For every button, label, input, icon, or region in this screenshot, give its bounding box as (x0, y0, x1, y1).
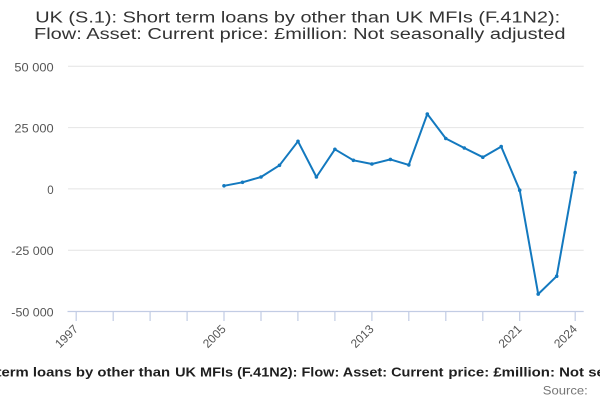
svg-text:price: £million: Not seasonall: price: £million: Not seasonally adjusted (448, 364, 600, 379)
svg-text:2021: 2021 (496, 322, 525, 351)
svg-text:Flow: Asset: Current price: £m: Flow: Asset: Current price: £million: No… (34, 26, 566, 43)
svg-text:Source:: Source: (543, 384, 588, 398)
svg-text:0: 0 (47, 185, 53, 197)
svg-text:50 000: 50 000 (14, 62, 53, 74)
svg-text:2005: 2005 (200, 322, 229, 351)
svg-text:2024: 2024 (551, 322, 580, 351)
svg-text:-50 000: -50 000 (11, 308, 53, 320)
svg-text:UK (S.1): Short term loans by: UK (S.1): Short term loans by other than… (35, 10, 560, 27)
svg-text:25 000: 25 000 (14, 124, 53, 136)
svg-text:-25 000: -25 000 (11, 246, 53, 258)
svg-text:UK MFIs (F.41N2): Flow: Asset:: UK MFIs (F.41N2): Flow: Asset: Current (175, 364, 444, 379)
svg-text:2013: 2013 (348, 322, 377, 351)
svg-text:term loans by other than: term loans by other than (0, 364, 170, 379)
svg-text:1997: 1997 (52, 322, 81, 351)
